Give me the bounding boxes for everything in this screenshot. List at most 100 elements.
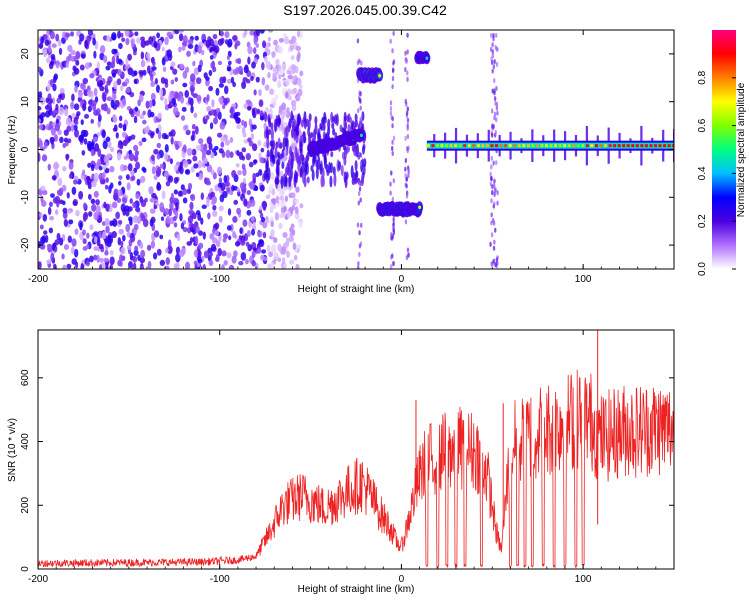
band-cell — [281, 148, 285, 159]
noise-cell — [70, 124, 75, 132]
noise-cell — [290, 99, 297, 107]
noise-cell — [217, 111, 222, 120]
noise-cell — [123, 155, 128, 160]
noise-cell — [102, 140, 108, 150]
x-tick-label: 0 — [399, 574, 405, 585]
steady-line-core — [667, 144, 671, 148]
noise-cell — [210, 109, 215, 116]
noise-cell — [93, 190, 99, 198]
noise-cell — [235, 241, 241, 247]
noise-cell — [270, 261, 275, 269]
steady-line-core — [490, 144, 494, 148]
streak-cell — [495, 257, 498, 263]
noise-cell — [58, 47, 63, 56]
streak-cell — [358, 243, 362, 249]
noise-cell — [101, 129, 106, 139]
noise-cell — [182, 197, 188, 204]
noise-cell — [54, 209, 59, 215]
noise-cell — [257, 230, 263, 238]
noise-cell — [145, 52, 151, 60]
noise-cell — [251, 107, 256, 117]
noise-cell — [292, 242, 297, 250]
streak-cell — [405, 110, 409, 116]
noise-cell — [205, 149, 212, 156]
streak-cell — [491, 190, 494, 196]
noise-cell — [70, 101, 75, 110]
noise-cell — [92, 136, 99, 143]
noise-cell — [135, 161, 141, 170]
streak-cell — [390, 232, 393, 238]
noise-cell — [46, 259, 52, 265]
noise-cell — [179, 63, 184, 70]
noise-cell — [245, 99, 252, 105]
steady-line-core — [495, 144, 499, 148]
noise-cell — [201, 49, 205, 56]
streak-cell — [490, 232, 494, 238]
noise-cell — [105, 177, 109, 183]
steady-line-core — [599, 144, 603, 148]
noise-cell — [109, 182, 114, 189]
streak-cell — [406, 76, 409, 82]
noise-cell — [149, 132, 155, 139]
band-cell — [314, 115, 318, 125]
noise-cell — [118, 42, 123, 50]
noise-cell — [106, 107, 111, 115]
noise-cell — [75, 209, 80, 217]
noise-cell — [139, 265, 145, 269]
steady-line-core — [549, 144, 553, 148]
noise-cell — [205, 180, 212, 186]
noise-cell — [238, 260, 244, 266]
noise-cell — [211, 99, 215, 108]
noise-cell — [262, 231, 267, 239]
noise-cell — [121, 131, 127, 138]
noise-cell — [179, 213, 183, 222]
streak-cell — [490, 108, 494, 114]
noise-cell — [286, 210, 291, 219]
noise-cell — [93, 50, 97, 59]
streak-cell — [406, 32, 409, 38]
streak-cell — [391, 139, 394, 145]
noise-cell — [299, 83, 303, 90]
streak-cell — [493, 115, 496, 121]
steady-line-core — [658, 144, 662, 148]
noise-cell — [94, 236, 98, 244]
noise-cell — [270, 229, 275, 237]
streak-cell — [404, 158, 408, 164]
noise-cell — [210, 243, 217, 252]
noise-cell — [277, 80, 282, 89]
noise-cell — [99, 45, 106, 54]
noise-cell — [178, 249, 185, 258]
noise-cell — [78, 91, 84, 99]
band-cell — [322, 122, 326, 132]
noise-cell — [98, 165, 103, 171]
noise-cell — [150, 92, 156, 102]
noise-cell — [120, 240, 124, 247]
noise-cell — [251, 260, 256, 267]
streak-cell — [406, 49, 409, 55]
noise-cell — [133, 115, 138, 124]
streak-cell — [491, 88, 494, 94]
band-cell — [331, 122, 335, 130]
streak-cell — [493, 188, 497, 194]
noise-cell — [140, 212, 144, 219]
noise-cell — [280, 69, 284, 76]
noise-cell — [299, 203, 304, 209]
noise-cell — [251, 61, 256, 69]
x-tick-label: -100 — [210, 574, 230, 585]
noise-cell — [48, 44, 52, 53]
noise-cell — [152, 252, 158, 260]
noise-cell — [47, 206, 52, 216]
noise-cell — [80, 263, 85, 269]
noise-cell — [280, 200, 286, 209]
band-cell — [323, 153, 327, 165]
noise-cell — [73, 55, 77, 62]
band-cell — [338, 160, 342, 171]
noise-cell — [153, 148, 159, 155]
streak-cell — [496, 46, 499, 52]
noise-cell — [230, 76, 235, 84]
band-cell — [330, 151, 334, 158]
noise-cell — [209, 191, 216, 198]
steady-line-core — [440, 144, 444, 148]
streak-cell — [404, 219, 408, 225]
noise-cell — [97, 114, 102, 122]
